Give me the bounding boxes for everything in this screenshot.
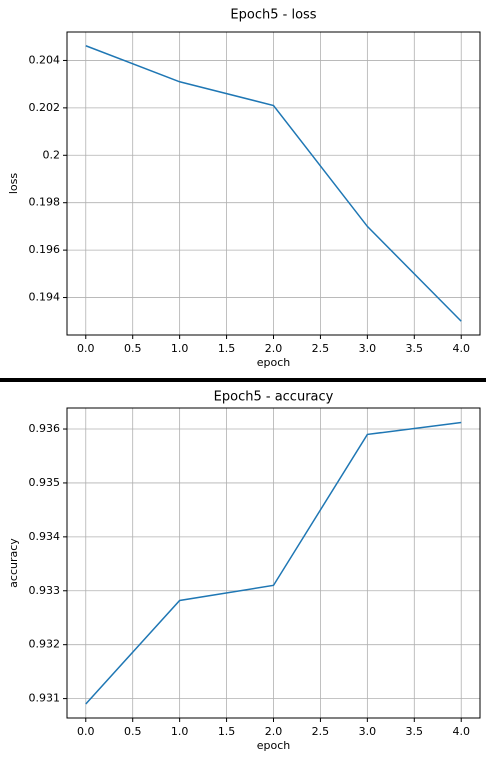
x-tick-label: 2.0 (265, 342, 283, 355)
x-tick-label: 1.5 (218, 725, 236, 738)
y-axis-label: accuracy (7, 538, 20, 588)
x-tick-label: 4.0 (452, 725, 470, 738)
x-tick-label: 1.0 (171, 342, 189, 355)
plot-frame (66, 407, 481, 719)
y-tick-label: 0.198 (29, 196, 61, 209)
line-series (85, 421, 462, 705)
x-tick-label: 3.0 (359, 342, 377, 355)
x-tick-label: 0.5 (124, 725, 142, 738)
x-axis-label: epoch (257, 356, 291, 369)
x-tick-label: 2.0 (265, 725, 283, 738)
y-tick-label: 0.934 (29, 530, 61, 543)
chart-title: Epoch5 - accuracy (214, 390, 334, 405)
x-tick-label: 1.5 (218, 342, 236, 355)
y-tick-label: 0.933 (29, 584, 61, 597)
x-axis-label: epoch (257, 739, 291, 752)
y-tick-label: 0.935 (29, 476, 61, 489)
x-tick-label: 2.5 (312, 725, 330, 738)
y-tick-label: 0.196 (29, 243, 61, 256)
x-tick-label: 3.0 (359, 725, 377, 738)
y-axis-label: loss (7, 173, 20, 195)
y-tick-label: 0.2 (43, 148, 61, 161)
x-tick-label: 3.5 (406, 725, 424, 738)
line-series (85, 45, 462, 322)
x-tick-label: 2.5 (312, 342, 330, 355)
y-tick-label: 0.202 (29, 101, 61, 114)
x-tick-label: 3.5 (406, 342, 424, 355)
y-tick-label: 0.936 (29, 422, 61, 435)
x-tick-label: 0.5 (124, 342, 142, 355)
y-tick-label: 0.931 (29, 692, 61, 705)
x-tick-label: 0.0 (77, 342, 95, 355)
x-tick-label: 1.0 (171, 725, 189, 738)
separator (0, 378, 486, 382)
x-tick-label: 0.0 (77, 725, 95, 738)
y-tick-label: 0.204 (29, 53, 61, 66)
chart-title: Epoch5 - loss (230, 8, 316, 23)
x-tick-label: 4.0 (452, 342, 470, 355)
y-tick-label: 0.194 (29, 291, 61, 304)
y-tick-label: 0.932 (29, 638, 61, 651)
plot-frame (66, 31, 481, 336)
